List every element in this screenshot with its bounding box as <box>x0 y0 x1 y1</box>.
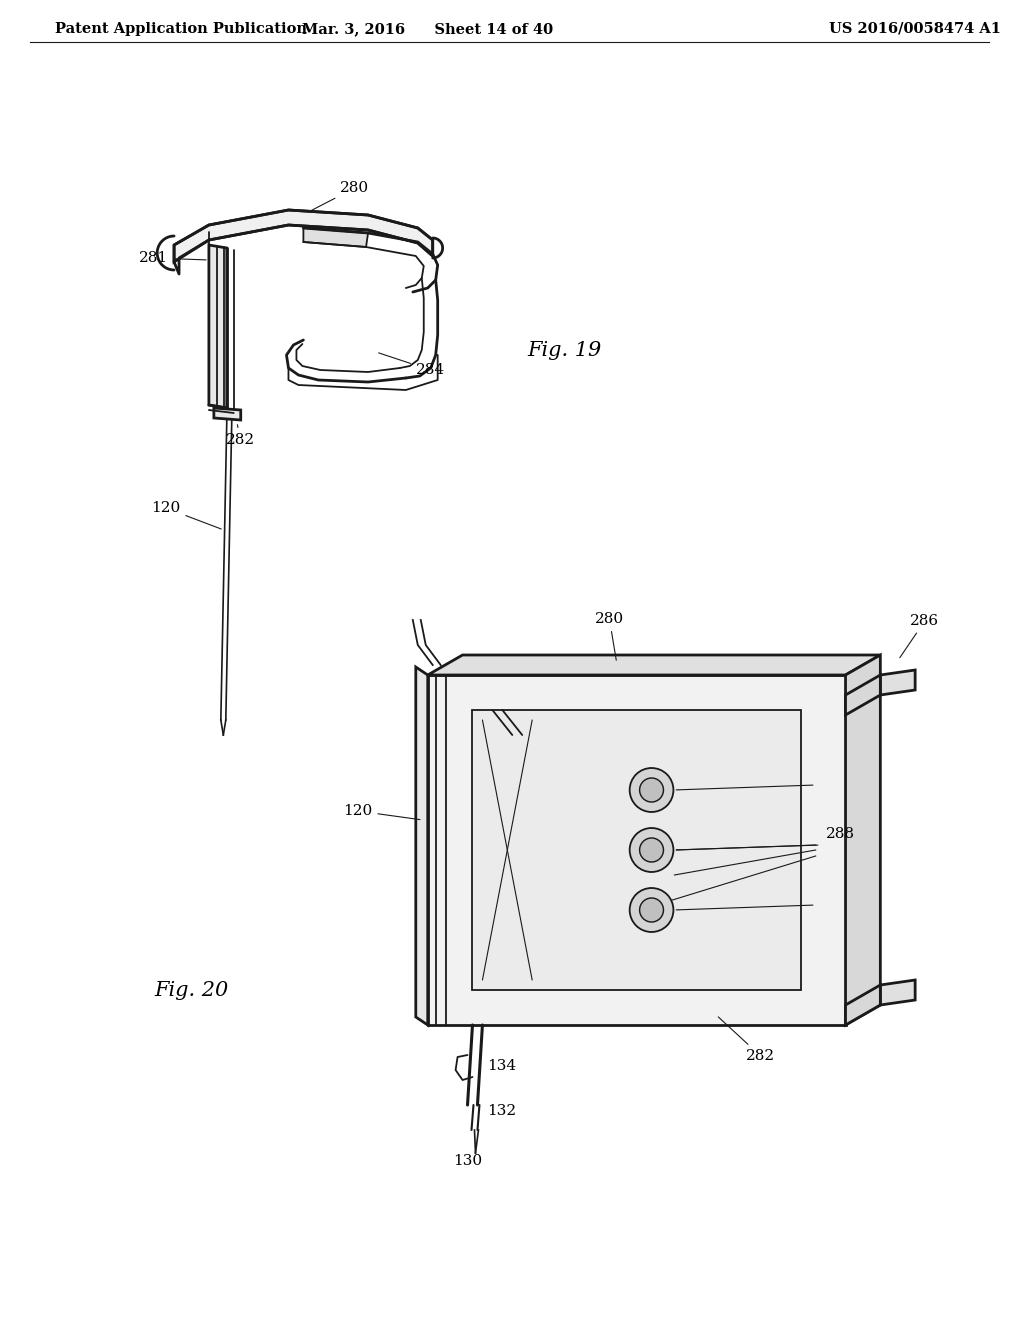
Polygon shape <box>846 675 881 715</box>
Polygon shape <box>209 246 226 408</box>
Text: 286: 286 <box>900 614 939 657</box>
Polygon shape <box>846 985 881 1026</box>
Polygon shape <box>174 210 433 261</box>
Polygon shape <box>881 671 915 696</box>
Circle shape <box>640 838 664 862</box>
Text: 284: 284 <box>379 352 444 378</box>
Text: 288: 288 <box>825 828 855 841</box>
Polygon shape <box>846 655 881 1026</box>
Polygon shape <box>472 710 801 990</box>
Polygon shape <box>881 979 915 1005</box>
Circle shape <box>630 888 674 932</box>
Text: Fig. 20: Fig. 20 <box>155 981 228 999</box>
Text: 280: 280 <box>311 181 370 211</box>
Text: 282: 282 <box>226 425 255 447</box>
Polygon shape <box>303 228 368 247</box>
Circle shape <box>640 898 664 921</box>
Polygon shape <box>214 408 241 420</box>
Text: Patent Application Publication: Patent Application Publication <box>54 22 307 36</box>
Circle shape <box>640 777 664 803</box>
Text: 132: 132 <box>487 1104 516 1118</box>
Text: 134: 134 <box>487 1059 516 1073</box>
Text: Fig. 19: Fig. 19 <box>527 341 601 359</box>
Text: 280: 280 <box>595 612 624 660</box>
Circle shape <box>630 828 674 873</box>
Text: 130: 130 <box>453 1154 482 1168</box>
Text: US 2016/0058474 A1: US 2016/0058474 A1 <box>829 22 1001 36</box>
Text: Mar. 3, 2016  Sheet 14 of 40: Mar. 3, 2016 Sheet 14 of 40 <box>302 22 553 36</box>
Circle shape <box>630 768 674 812</box>
Polygon shape <box>428 675 846 1026</box>
Polygon shape <box>428 655 881 675</box>
Text: 120: 120 <box>343 804 420 820</box>
Polygon shape <box>416 667 428 1026</box>
Text: 281: 281 <box>139 251 206 265</box>
Text: 120: 120 <box>152 502 221 529</box>
Text: 282: 282 <box>718 1016 775 1063</box>
